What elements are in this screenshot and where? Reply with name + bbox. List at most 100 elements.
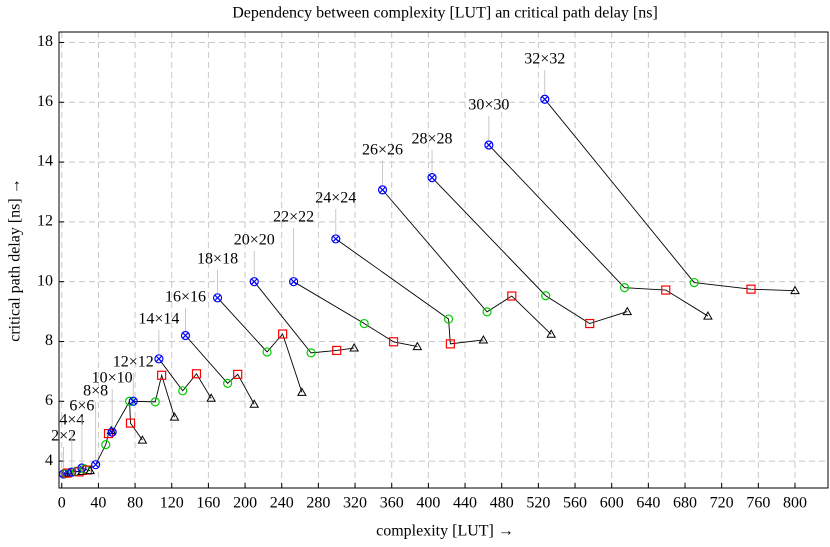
marker-shape bbox=[108, 428, 116, 436]
marker-shape bbox=[485, 141, 493, 149]
marker-shape bbox=[212, 293, 223, 303]
series-line bbox=[111, 399, 143, 441]
series-label: 32×32 bbox=[524, 51, 565, 68]
x-tick-label: 240 bbox=[270, 495, 294, 512]
marker-shape bbox=[377, 185, 388, 195]
point-marker bbox=[377, 185, 388, 195]
x-tick-label: 560 bbox=[563, 495, 587, 512]
point-marker bbox=[85, 465, 96, 475]
marker-shape bbox=[128, 396, 138, 406]
point-marker bbox=[150, 397, 160, 407]
x-tick-label: 760 bbox=[746, 495, 770, 512]
x-tick-label: 440 bbox=[453, 495, 477, 512]
series-line bbox=[95, 430, 112, 465]
point-marker bbox=[154, 354, 164, 364]
marker-shape bbox=[125, 418, 136, 428]
point-marker bbox=[128, 396, 138, 406]
chart-title: Dependency between complexity [LUT] an c… bbox=[232, 5, 658, 22]
y-tick-label: 12 bbox=[37, 213, 53, 230]
series-line bbox=[335, 238, 484, 345]
marker-shape bbox=[306, 348, 316, 358]
x-tick-label: 520 bbox=[526, 495, 550, 512]
series-line bbox=[293, 281, 418, 348]
marker-shape bbox=[137, 435, 148, 444]
marker-shape bbox=[249, 399, 260, 408]
marker-shape bbox=[541, 96, 549, 103]
point-marker bbox=[790, 285, 800, 295]
marker-shape bbox=[585, 318, 595, 329]
point-marker bbox=[443, 314, 454, 324]
x-tick-label: 480 bbox=[490, 495, 514, 512]
series-label: 4×4 bbox=[59, 412, 84, 429]
marker-shape bbox=[92, 461, 99, 468]
y-tick-label: 16 bbox=[37, 93, 53, 110]
point-marker bbox=[359, 318, 369, 329]
point-marker bbox=[180, 330, 191, 341]
series-label: 6×6 bbox=[69, 398, 94, 415]
point-marker bbox=[206, 393, 217, 402]
point-marker bbox=[212, 293, 223, 303]
x-tick-label: 280 bbox=[306, 495, 330, 512]
series-line bbox=[158, 358, 212, 399]
x-tick-label: 200 bbox=[233, 495, 257, 512]
series-label: 26×26 bbox=[362, 142, 403, 159]
marker-shape bbox=[262, 347, 272, 357]
marker-shape bbox=[790, 285, 800, 295]
marker-shape bbox=[214, 294, 221, 302]
point-marker bbox=[278, 329, 288, 339]
marker-shape bbox=[412, 341, 423, 351]
y-tick-label: 4 bbox=[45, 452, 53, 469]
series-label: 16×16 bbox=[165, 289, 206, 306]
point-marker bbox=[233, 369, 243, 379]
marker-shape bbox=[427, 173, 437, 183]
marker-shape bbox=[249, 277, 259, 287]
series-line bbox=[253, 281, 355, 354]
marker-shape bbox=[540, 94, 550, 104]
series-label: 14×14 bbox=[138, 311, 179, 328]
series-line bbox=[185, 335, 255, 405]
series-line bbox=[382, 189, 552, 335]
y-axis-label: critical path delay [ns] → bbox=[7, 178, 24, 342]
point-marker bbox=[478, 334, 489, 344]
marker-shape bbox=[233, 369, 243, 379]
marker-shape bbox=[443, 314, 454, 324]
series-line bbox=[431, 177, 628, 325]
marker-shape bbox=[206, 393, 217, 402]
marker-shape bbox=[251, 278, 258, 285]
point-marker bbox=[661, 285, 671, 295]
marker-shape bbox=[622, 306, 633, 316]
point-marker bbox=[223, 378, 233, 388]
marker-shape bbox=[388, 337, 399, 347]
marker-shape bbox=[182, 332, 189, 339]
marker-shape bbox=[349, 343, 359, 352]
marker-shape bbox=[546, 329, 557, 338]
x-tick-label: 120 bbox=[160, 495, 184, 512]
x-tick-label: 680 bbox=[673, 495, 697, 512]
series-line bbox=[488, 144, 709, 317]
point-marker bbox=[107, 427, 117, 437]
x-tick-label: 0 bbox=[58, 495, 66, 512]
point-marker bbox=[306, 348, 316, 358]
marker-shape bbox=[85, 465, 96, 475]
marker-shape bbox=[278, 329, 288, 339]
marker-shape bbox=[150, 397, 160, 407]
marker-shape bbox=[482, 307, 492, 317]
point-marker bbox=[262, 347, 272, 357]
series-label: 20×20 bbox=[234, 232, 275, 249]
point-marker bbox=[445, 339, 455, 349]
series-line bbox=[544, 98, 796, 292]
point-marker bbox=[546, 329, 557, 338]
point-marker bbox=[540, 94, 550, 104]
point-marker bbox=[746, 284, 756, 294]
point-marker bbox=[507, 291, 517, 301]
point-marker bbox=[157, 370, 167, 380]
y-tick-label: 18 bbox=[37, 33, 53, 50]
marker-shape bbox=[169, 412, 180, 421]
point-marker bbox=[331, 234, 341, 244]
marker-shape bbox=[332, 235, 340, 243]
x-tick-label: 640 bbox=[636, 495, 660, 512]
marker-shape bbox=[379, 186, 386, 194]
point-marker bbox=[619, 283, 630, 293]
marker-shape bbox=[154, 354, 164, 364]
point-marker bbox=[388, 337, 399, 347]
